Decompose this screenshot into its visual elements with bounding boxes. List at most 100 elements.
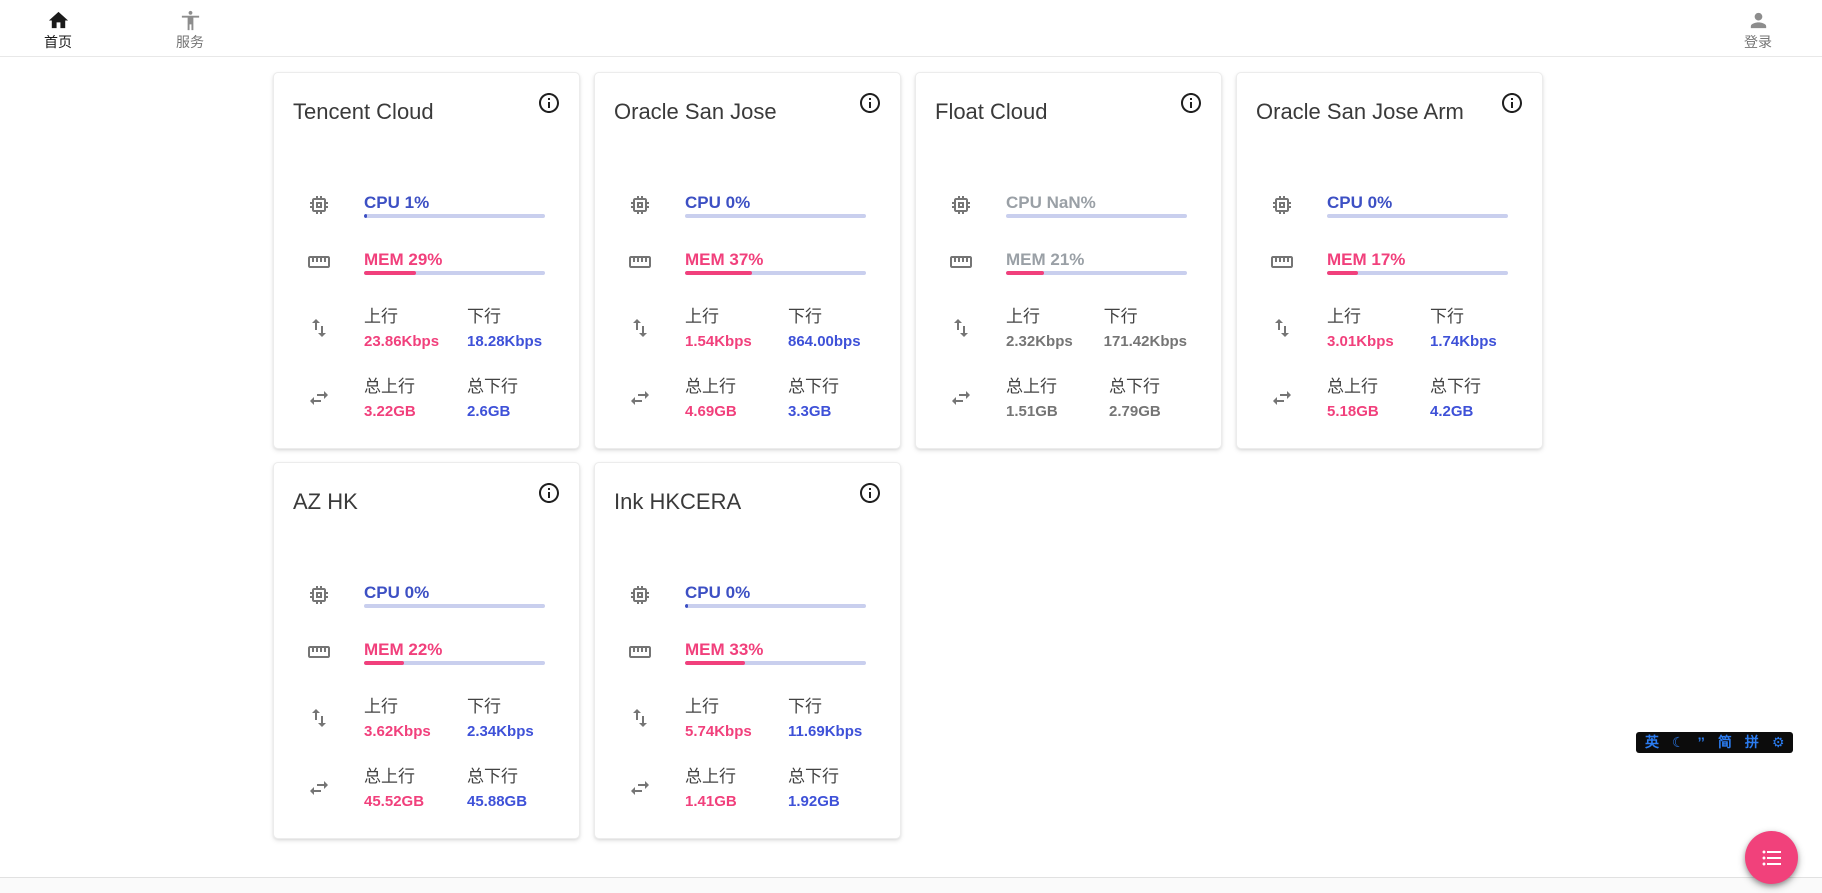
cpu-progress-track xyxy=(364,214,545,218)
download-speed-value: 864.00bps xyxy=(788,333,861,350)
cpu-bar-block: CPU 0% xyxy=(364,581,545,608)
total-upload-label: 总上行 xyxy=(685,767,736,786)
cpu-bar-block: CPU NaN% xyxy=(1006,191,1187,218)
server-card-header: Float Cloud xyxy=(916,73,1221,127)
cpu-progress-track xyxy=(685,214,866,218)
swap-horiz-icon xyxy=(949,386,973,410)
server-card: Float Cloud CPU NaN% MEM 21% xyxy=(915,72,1222,449)
mem-progress-fill xyxy=(685,271,752,275)
total-upload-label: 总上行 xyxy=(685,377,736,396)
mem-progress-track xyxy=(1327,271,1508,275)
download-label: 下行 xyxy=(1103,307,1138,326)
total-upload-value: 45.52GB xyxy=(364,793,425,810)
info-icon[interactable] xyxy=(1500,91,1524,115)
ime-settings-gear-icon[interactable]: ⚙ xyxy=(1771,734,1785,750)
total-traffic-row: 总上行 5.18GB 总下行 4.2GB xyxy=(1270,375,1508,421)
memory-ruler-icon xyxy=(307,640,331,664)
server-card-header: Oracle San Jose xyxy=(595,73,900,127)
nav-item-login[interactable]: 登录 xyxy=(1732,7,1784,50)
total-traffic-row: 总上行 4.69GB 总下行 3.3GB xyxy=(628,375,866,421)
server-list-fab[interactable] xyxy=(1745,831,1798,884)
cpu-row: CPU 0% xyxy=(628,191,866,218)
total-download-label: 总下行 xyxy=(788,377,839,396)
server-stats: CPU 0% MEM 37% 上行 1.54Kbps xyxy=(628,191,866,421)
cpu-chip-icon xyxy=(307,583,331,607)
server-name: Oracle San Jose Arm xyxy=(1256,99,1464,124)
top-navbar: 首页 服务 登录 xyxy=(0,0,1822,57)
download-speed-block: 下行 11.69Kbps xyxy=(788,695,866,741)
total-traffic-row: 总上行 45.52GB 总下行 45.88GB xyxy=(307,765,545,811)
cpu-progress-track xyxy=(685,604,866,608)
nav-left-group: 首页 服务 xyxy=(32,7,216,50)
total-download-block: 总下行 4.2GB xyxy=(1430,375,1508,421)
total-download-value: 45.88GB xyxy=(467,793,528,810)
ime-moon-icon[interactable]: ☾ xyxy=(1672,734,1685,750)
speed-row: 上行 23.86Kbps 下行 18.28Kbps xyxy=(307,305,545,351)
speed-row: 上行 1.54Kbps 下行 864.00bps xyxy=(628,305,866,351)
memory-ruler-icon xyxy=(628,640,652,664)
swap-vert-icon xyxy=(1270,316,1294,340)
mem-usage-label: MEM 22% xyxy=(364,640,443,659)
cpu-chip-icon xyxy=(307,193,331,217)
upload-speed-block: 上行 1.54Kbps xyxy=(685,305,788,351)
swap-vert-icon xyxy=(307,706,331,730)
server-card: AZ HK CPU 0% MEM 22% xyxy=(273,462,580,839)
info-icon[interactable] xyxy=(537,91,561,115)
ime-toolbar[interactable]: 英 ☾ ’’ 简拼 ⚙ xyxy=(1636,732,1794,753)
server-stats: CPU NaN% MEM 21% 上行 2.32Kb xyxy=(949,191,1187,421)
total-download-label: 总下行 xyxy=(788,767,839,786)
total-upload-block: 总上行 1.51GB xyxy=(1006,375,1109,421)
mem-progress-track xyxy=(364,661,545,665)
info-icon[interactable] xyxy=(537,481,561,505)
swap-vert-icon xyxy=(628,316,652,340)
info-icon[interactable] xyxy=(858,91,882,115)
nav-item-services[interactable]: 服务 xyxy=(164,7,216,50)
person-icon xyxy=(1747,9,1770,32)
mem-row: MEM 21% xyxy=(949,248,1187,275)
total-download-label: 总下行 xyxy=(1109,377,1160,396)
cpu-progress-fill xyxy=(364,214,367,218)
total-upload-value: 1.51GB xyxy=(1006,403,1058,420)
total-download-label: 总下行 xyxy=(1430,377,1481,396)
info-icon[interactable] xyxy=(1179,91,1203,115)
nav-right-group: 登录 xyxy=(1732,7,1784,50)
ime-simplified[interactable]: 简 xyxy=(1717,734,1732,750)
upload-speed-value: 1.54Kbps xyxy=(685,333,752,350)
accessibility-icon xyxy=(179,9,202,32)
nav-services-label: 服务 xyxy=(176,33,204,50)
download-speed-value: 2.34Kbps xyxy=(467,723,534,740)
info-icon[interactable] xyxy=(858,481,882,505)
swap-vert-icon xyxy=(307,316,331,340)
upload-speed-value: 5.74Kbps xyxy=(685,723,752,740)
server-stats: CPU 0% MEM 17% 上行 3.01Kbps xyxy=(1270,191,1508,421)
ime-lang-en[interactable]: 英 xyxy=(1645,734,1659,750)
total-upload-block: 总上行 5.18GB xyxy=(1327,375,1430,421)
total-download-block: 总下行 1.92GB xyxy=(788,765,866,811)
total-download-value: 2.79GB xyxy=(1109,403,1161,420)
ime-pinyin[interactable]: 拼 xyxy=(1744,734,1759,750)
total-upload-label: 总上行 xyxy=(1006,377,1057,396)
ime-punctuation[interactable]: ’’ xyxy=(1697,734,1705,750)
upload-label: 上行 xyxy=(364,307,398,326)
total-download-block: 总下行 3.3GB xyxy=(788,375,866,421)
total-download-block: 总下行 2.79GB xyxy=(1109,375,1187,421)
swap-horiz-icon xyxy=(1270,386,1294,410)
server-card: Oracle San Jose Arm CPU 0% MEM xyxy=(1236,72,1543,449)
upload-speed-block: 上行 3.62Kbps xyxy=(364,695,467,741)
memory-ruler-icon xyxy=(628,250,652,274)
nav-item-home[interactable]: 首页 xyxy=(32,7,84,50)
nav-login-label: 登录 xyxy=(1744,33,1772,50)
swap-horiz-icon xyxy=(307,776,331,800)
mem-usage-label: MEM 33% xyxy=(685,640,764,659)
mem-row: MEM 22% xyxy=(307,638,545,665)
download-speed-block: 下行 18.28Kbps xyxy=(467,305,545,351)
speed-row: 上行 3.01Kbps 下行 1.74Kbps xyxy=(1270,305,1508,351)
home-icon xyxy=(47,9,70,32)
mem-bar-block: MEM 21% xyxy=(1006,248,1187,275)
mem-progress-fill xyxy=(1006,271,1044,275)
cpu-row: CPU 0% xyxy=(628,581,866,608)
memory-ruler-icon xyxy=(949,250,973,274)
total-download-label: 总下行 xyxy=(467,377,518,396)
mem-progress-fill xyxy=(364,271,417,275)
mem-usage-label: MEM 37% xyxy=(685,250,764,269)
